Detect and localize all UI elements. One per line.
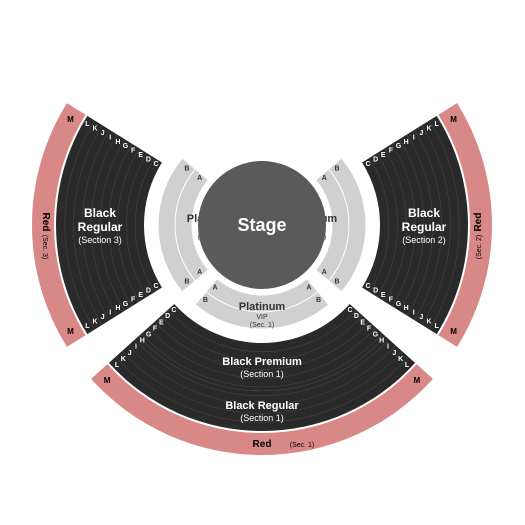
svg-text:A: A — [322, 175, 327, 182]
svg-text:E: E — [138, 292, 143, 299]
svg-text:J: J — [128, 350, 132, 357]
svg-text:A: A — [213, 284, 218, 291]
svg-text:G: G — [373, 331, 379, 338]
svg-text:(Sec. 1): (Sec. 1) — [250, 322, 275, 329]
svg-text:K: K — [121, 356, 126, 363]
svg-text:L: L — [405, 362, 410, 369]
svg-text:Black: Black — [408, 206, 440, 220]
svg-text:B: B — [335, 165, 340, 172]
svg-text:E: E — [138, 152, 143, 159]
svg-text:F: F — [389, 296, 394, 303]
svg-text:K: K — [398, 356, 403, 363]
svg-text:G: G — [396, 143, 402, 150]
svg-text:I: I — [387, 344, 389, 351]
svg-text:Black Premium: Black Premium — [222, 356, 302, 368]
svg-text:Black Regular: Black Regular — [225, 400, 299, 412]
svg-text:B: B — [184, 279, 189, 286]
svg-text:A: A — [197, 269, 202, 276]
svg-text:E: E — [381, 152, 386, 159]
svg-text:M: M — [67, 115, 74, 124]
svg-text:H: H — [115, 139, 120, 146]
svg-text:B: B — [203, 297, 208, 304]
svg-text:H: H — [404, 305, 409, 312]
svg-text:VIP: VIP — [256, 314, 268, 321]
svg-text:G: G — [123, 301, 129, 308]
svg-text:D: D — [146, 288, 151, 295]
svg-text:L: L — [434, 121, 439, 128]
svg-text:E: E — [381, 292, 386, 299]
svg-text:D: D — [373, 156, 378, 163]
svg-text:C: C — [153, 161, 158, 168]
stage-label: Stage — [237, 215, 286, 235]
svg-text:H: H — [379, 338, 384, 345]
svg-text:C: C — [365, 283, 370, 290]
svg-text:J: J — [419, 130, 423, 137]
svg-text:C: C — [348, 307, 353, 314]
svg-text:(Section 3): (Section 3) — [78, 235, 122, 245]
svg-text:D: D — [165, 313, 170, 320]
svg-text:D: D — [373, 288, 378, 295]
svg-text:Regular: Regular — [78, 220, 123, 234]
vip-label-1: Platinum — [239, 301, 286, 313]
svg-text:J: J — [101, 314, 105, 321]
svg-text:E: E — [159, 319, 164, 326]
svg-text:L: L — [85, 323, 90, 330]
svg-text:(Section 1): (Section 1) — [240, 369, 284, 379]
svg-text:I: I — [109, 134, 111, 141]
svg-text:C: C — [153, 283, 158, 290]
svg-text:A: A — [306, 284, 311, 291]
svg-text:H: H — [140, 338, 145, 345]
svg-text:J: J — [101, 130, 105, 137]
svg-text:(Sec. 1): (Sec. 1) — [290, 442, 315, 449]
svg-text:B: B — [335, 279, 340, 286]
svg-text:K: K — [92, 318, 97, 325]
svg-text:Red: Red — [253, 439, 272, 450]
svg-text:B: B — [184, 165, 189, 172]
svg-text:(Sec. 3): (Sec. 3) — [41, 235, 48, 260]
svg-text:G: G — [396, 301, 402, 308]
svg-text:I: I — [413, 310, 415, 317]
svg-text:I: I — [135, 344, 137, 351]
svg-text:M: M — [414, 376, 421, 385]
svg-text:B: B — [316, 297, 321, 304]
svg-text:F: F — [131, 148, 136, 155]
svg-text:G: G — [146, 331, 152, 338]
svg-text:Red: Red — [40, 213, 51, 232]
svg-text:L: L — [115, 362, 120, 369]
svg-text:F: F — [389, 148, 394, 155]
svg-text:A: A — [322, 269, 327, 276]
svg-text:M: M — [450, 115, 457, 124]
svg-text:H: H — [115, 305, 120, 312]
svg-text:F: F — [131, 296, 136, 303]
svg-text:M: M — [450, 327, 457, 336]
svg-text:I: I — [109, 310, 111, 317]
svg-text:K: K — [426, 126, 431, 133]
svg-text:L: L — [434, 323, 439, 330]
svg-text:F: F — [153, 325, 158, 332]
svg-text:M: M — [67, 327, 74, 336]
svg-text:I: I — [413, 134, 415, 141]
svg-text:(Section 2): (Section 2) — [402, 235, 446, 245]
svg-text:A: A — [197, 175, 202, 182]
svg-text:D: D — [354, 313, 359, 320]
svg-text:K: K — [92, 126, 97, 133]
svg-text:M: M — [104, 376, 111, 385]
svg-text:Red: Red — [473, 213, 484, 232]
svg-text:Regular: Regular — [402, 220, 447, 234]
svg-text:(Section 1): (Section 1) — [240, 413, 284, 423]
svg-text:C: C — [365, 161, 370, 168]
svg-text:(Sec. 2): (Sec. 2) — [476, 235, 483, 260]
svg-text:H: H — [404, 139, 409, 146]
svg-text:J: J — [419, 314, 423, 321]
svg-text:F: F — [367, 325, 372, 332]
svg-text:D: D — [146, 156, 151, 163]
svg-text:E: E — [360, 319, 365, 326]
svg-text:J: J — [392, 350, 396, 357]
svg-text:G: G — [123, 143, 129, 150]
svg-text:L: L — [85, 121, 90, 128]
svg-text:K: K — [426, 318, 431, 325]
svg-text:C: C — [171, 307, 176, 314]
svg-text:Black: Black — [84, 206, 116, 220]
